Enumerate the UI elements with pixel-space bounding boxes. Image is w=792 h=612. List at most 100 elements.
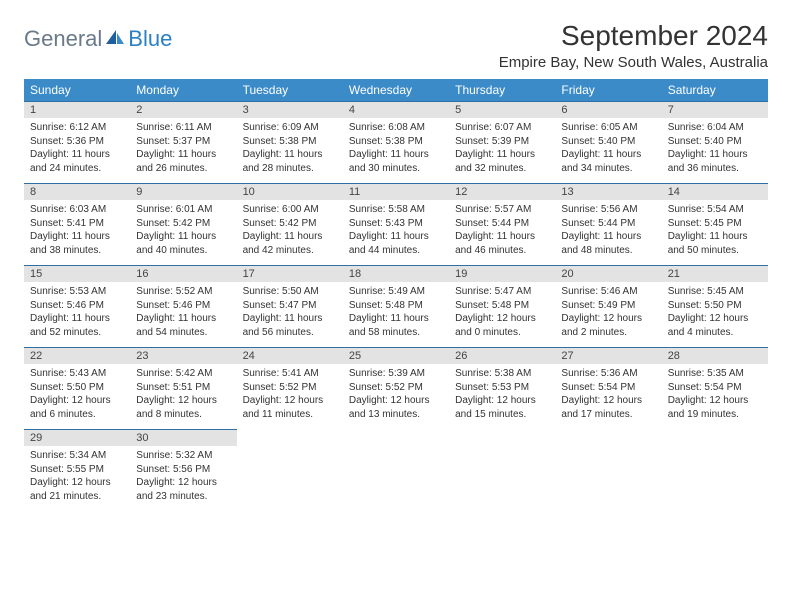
day-body: Sunrise: 5:46 AMSunset: 5:49 PMDaylight:… (555, 282, 661, 347)
daylight-line: Daylight: 12 hours and 0 minutes. (455, 312, 549, 339)
header-row: General Blue September 2024 Empire Bay, … (24, 20, 768, 71)
daylight-line: Daylight: 11 hours and 40 minutes. (136, 230, 230, 257)
daylight-line: Daylight: 12 hours and 21 minutes. (30, 476, 124, 503)
calendar-cell: 19Sunrise: 5:47 AMSunset: 5:48 PMDayligh… (449, 265, 555, 347)
daylight-line: Daylight: 12 hours and 6 minutes. (30, 394, 124, 421)
calendar-cell: 8Sunrise: 6:03 AMSunset: 5:41 PMDaylight… (24, 183, 130, 265)
sunset-line: Sunset: 5:52 PM (243, 381, 337, 395)
calendar-cell: 25 Sunrise: 5:39 AMSunset: 5:52 PMDayligh… (343, 347, 449, 429)
day-body: Sunrise: 5:45 AMSunset: 5:50 PMDaylight:… (662, 282, 768, 347)
daylight-line: Daylight: 11 hours and 34 minutes. (561, 148, 655, 175)
sunset-line: Sunset: 5:46 PM (30, 299, 124, 313)
daylight-line: Daylight: 12 hours and 19 minutes. (668, 394, 762, 421)
sunrise-line: Sunrise: 5:38 AM (455, 367, 549, 381)
calendar-cell: 5Sunrise: 6:07 AMSunset: 5:39 PMDaylight… (449, 101, 555, 183)
weekday-header-row: SundayMondayTuesdayWednesdayThursdayFrid… (24, 79, 768, 101)
sunset-line: Sunset: 5:39 PM (455, 135, 549, 149)
calendar-cell: 15Sunrise: 5:53 AMSunset: 5:46 PMDayligh… (24, 265, 130, 347)
day-body: Sunrise: 5:53 AMSunset: 5:46 PMDaylight:… (24, 282, 130, 347)
sunrise-line: Sunrise: 6:04 AM (668, 121, 762, 135)
calendar-cell: 27Sunrise: 5:36 AMSunset: 5:54 PMDayligh… (555, 347, 661, 429)
day-number: 2 (130, 101, 236, 118)
sunset-line: Sunset: 5:50 PM (668, 299, 762, 313)
calendar-cell: 9Sunrise: 6:01 AMSunset: 5:42 PMDaylight… (130, 183, 236, 265)
sunset-line: Sunset: 5:37 PM (136, 135, 230, 149)
weekday-header: Monday (130, 79, 236, 101)
day-number: 12 (449, 183, 555, 200)
day-body: Sunrise: 5:34 AMSunset: 5:55 PMDaylight:… (24, 446, 130, 511)
calendar-row: 15Sunrise: 5:53 AMSunset: 5:46 PMDayligh… (24, 265, 768, 347)
day-body: Sunrise: 5:54 AMSunset: 5:45 PMDaylight:… (662, 200, 768, 265)
day-body: Sunrise: 6:00 AMSunset: 5:42 PMDaylight:… (237, 200, 343, 265)
sunset-line: Sunset: 5:54 PM (668, 381, 762, 395)
sunset-line: Sunset: 5:54 PM (561, 381, 655, 395)
daylight-line: Daylight: 11 hours and 28 minutes. (243, 148, 337, 175)
day-number: 15 (24, 265, 130, 282)
day-number: 19 (449, 265, 555, 282)
day-number: 29 (24, 429, 130, 446)
day-number: 24 (237, 347, 343, 364)
day-body: Sunrise: 5:32 AMSunset: 5:56 PMDaylight:… (130, 446, 236, 511)
daylight-line: Daylight: 11 hours and 32 minutes. (455, 148, 549, 175)
daylight-line: Daylight: 12 hours and 13 minutes. (349, 394, 443, 421)
day-body: Sunrise: 5:42 AMSunset: 5:51 PMDaylight:… (130, 364, 236, 429)
sunrise-line: Sunrise: 6:09 AM (243, 121, 337, 135)
sunrise-line: Sunrise: 6:12 AM (30, 121, 124, 135)
day-number: 25 (343, 347, 449, 364)
daylight-line: Daylight: 12 hours and 23 minutes. (136, 476, 230, 503)
sunset-line: Sunset: 5:48 PM (455, 299, 549, 313)
day-body: Sunrise: 5:50 AMSunset: 5:47 PMDaylight:… (237, 282, 343, 347)
brand-text-general: General (24, 26, 102, 52)
sunrise-line: Sunrise: 5:46 AM (561, 285, 655, 299)
sunset-line: Sunset: 5:41 PM (30, 217, 124, 231)
calendar-cell: 23Sunrise: 5:42 AMSunset: 5:51 PMDayligh… (130, 347, 236, 429)
day-body: Sunrise: 6:03 AMSunset: 5:41 PMDaylight:… (24, 200, 130, 265)
title-block: September 2024 Empire Bay, New South Wal… (499, 20, 768, 71)
daylight-line: Daylight: 11 hours and 42 minutes. (243, 230, 337, 257)
daylight-line: Daylight: 12 hours and 4 minutes. (668, 312, 762, 339)
day-body: Sunrise: 6:04 AMSunset: 5:40 PMDaylight:… (662, 118, 768, 183)
day-number: 22 (24, 347, 130, 364)
daylight-line: Daylight: 11 hours and 26 minutes. (136, 148, 230, 175)
sunrise-line: Sunrise: 5:34 AM (30, 449, 124, 463)
sail-icon (104, 28, 126, 51)
day-body: Sunrise: 6:05 AMSunset: 5:40 PMDaylight:… (555, 118, 661, 183)
calendar-table: SundayMondayTuesdayWednesdayThursdayFrid… (24, 79, 768, 511)
day-body: Sunrise: 6:01 AMSunset: 5:42 PMDaylight:… (130, 200, 236, 265)
calendar-cell: 1Sunrise: 6:12 AMSunset: 5:36 PMDaylight… (24, 101, 130, 183)
sunrise-line: Sunrise: 5:50 AM (243, 285, 337, 299)
calendar-cell: 29Sunrise: 5:34 AMSunset: 5:55 PMDayligh… (24, 429, 130, 511)
sunset-line: Sunset: 5:55 PM (30, 463, 124, 477)
sunrise-line: Sunrise: 5:43 AM (30, 367, 124, 381)
sunset-line: Sunset: 5:42 PM (243, 217, 337, 231)
daylight-line: Daylight: 12 hours and 11 minutes. (243, 394, 337, 421)
day-number: 8 (24, 183, 130, 200)
daylight-line: Daylight: 11 hours and 44 minutes. (349, 230, 443, 257)
calendar-row: 8Sunrise: 6:03 AMSunset: 5:41 PMDaylight… (24, 183, 768, 265)
daylight-line: Daylight: 11 hours and 46 minutes. (455, 230, 549, 257)
sunrise-line: Sunrise: 5:39 AM (349, 367, 443, 381)
sunrise-line: Sunrise: 5:52 AM (136, 285, 230, 299)
day-body: Sunrise: 5:41 AMSunset: 5:52 PMDaylight:… (237, 364, 343, 429)
sunset-line: Sunset: 5:43 PM (349, 217, 443, 231)
calendar-body: 1Sunrise: 6:12 AMSunset: 5:36 PMDaylight… (24, 101, 768, 511)
daylight-line: Daylight: 11 hours and 56 minutes. (243, 312, 337, 339)
sunrise-line: Sunrise: 6:03 AM (30, 203, 124, 217)
day-body: Sunrise: 6:07 AMSunset: 5:39 PMDaylight:… (449, 118, 555, 183)
sunset-line: Sunset: 5:46 PM (136, 299, 230, 313)
calendar-cell: 10Sunrise: 6:00 AMSunset: 5:42 PMDayligh… (237, 183, 343, 265)
day-number: 21 (662, 265, 768, 282)
daylight-line: Daylight: 12 hours and 15 minutes. (455, 394, 549, 421)
day-number: 27 (555, 347, 661, 364)
day-number: 9 (130, 183, 236, 200)
sunset-line: Sunset: 5:51 PM (136, 381, 230, 395)
sunrise-line: Sunrise: 5:35 AM (668, 367, 762, 381)
day-number: 30 (130, 429, 236, 446)
daylight-line: Daylight: 11 hours and 38 minutes. (30, 230, 124, 257)
sunrise-line: Sunrise: 5:45 AM (668, 285, 762, 299)
calendar-cell: 30Sunrise: 5:32 AMSunset: 5:56 PMDayligh… (130, 429, 236, 511)
day-number: 20 (555, 265, 661, 282)
sunrise-line: Sunrise: 5:54 AM (668, 203, 762, 217)
day-number: 23 (130, 347, 236, 364)
sunset-line: Sunset: 5:52 PM (349, 381, 443, 395)
